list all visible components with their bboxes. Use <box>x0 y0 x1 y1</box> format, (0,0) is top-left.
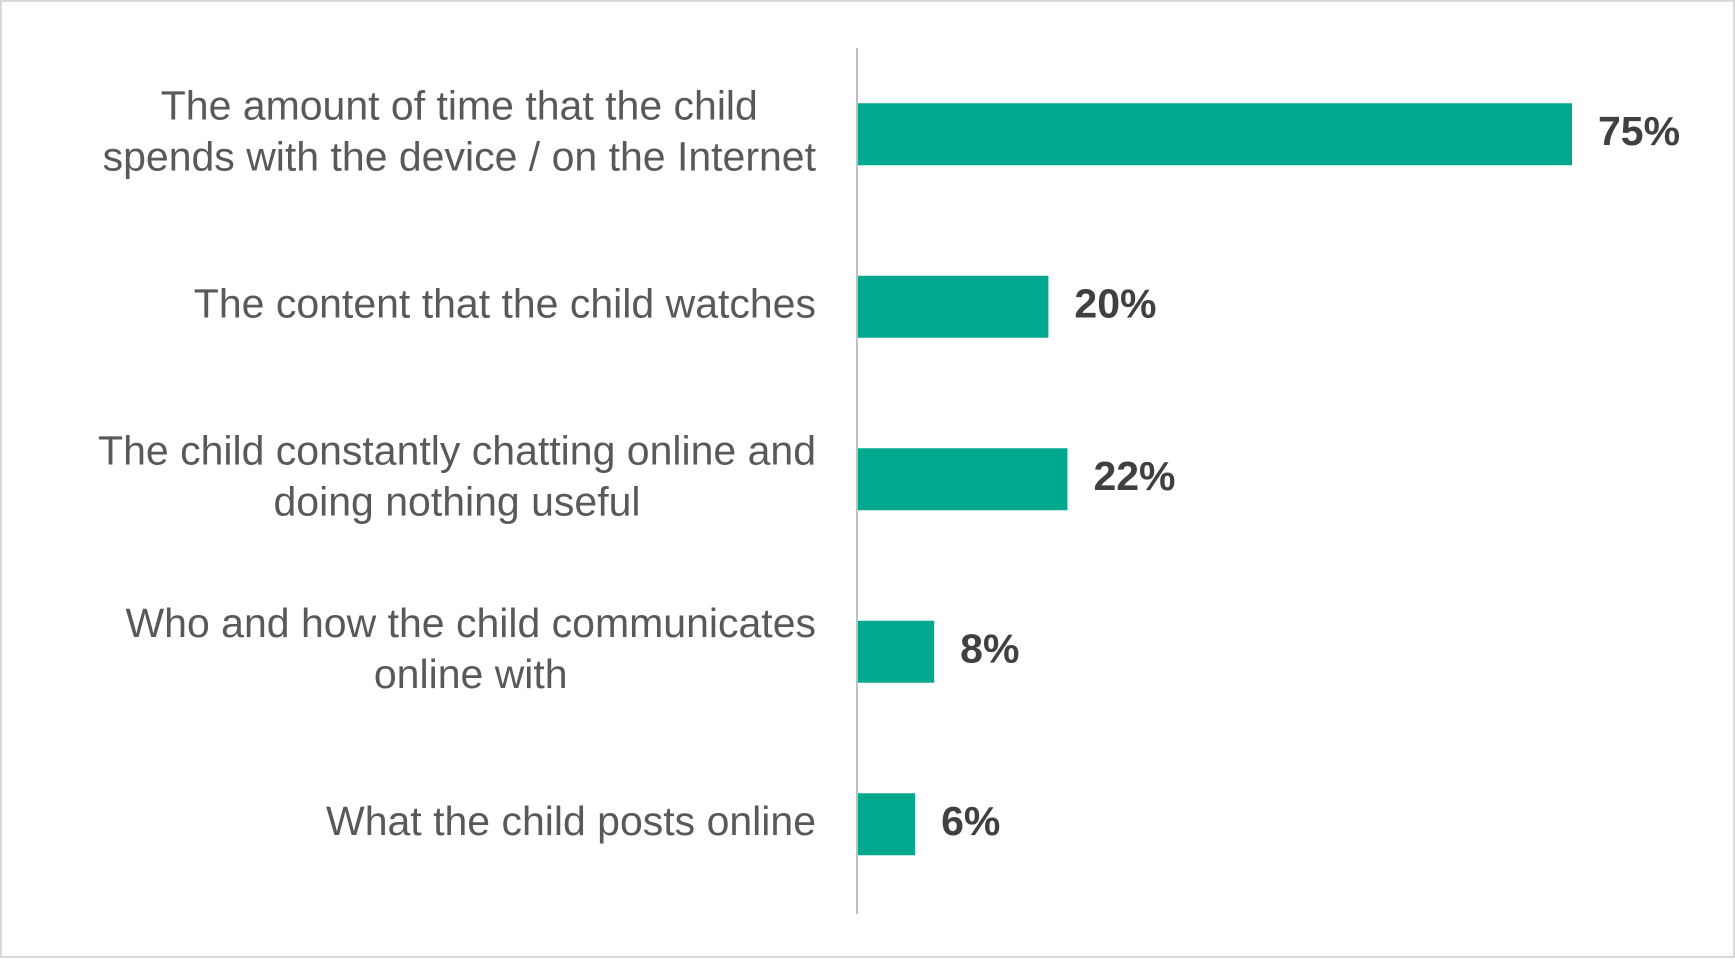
category-label-4-line-2: online with <box>374 651 568 697</box>
bar-4 <box>858 620 935 683</box>
value-label-4: 8% <box>960 626 1019 672</box>
bar-1 <box>858 103 1572 166</box>
category-label-1-line-1: The amount of time that the child <box>161 83 758 129</box>
category-label-3-line-2: doing nothing useful <box>274 479 641 525</box>
category-label-2: The content that the child watches <box>194 281 816 327</box>
value-label-5: 6% <box>941 798 1000 844</box>
category-label-5: What the child posts online <box>326 798 816 844</box>
bar-3 <box>858 448 1068 511</box>
bar-5 <box>858 793 916 856</box>
value-label-3: 22% <box>1093 453 1175 499</box>
category-label-4-line-1: Who and how the child communicates <box>125 600 816 646</box>
category-label-4: Who and how the child communicates online… <box>125 600 816 697</box>
category-label-2-line-1: The content that the child watches <box>194 281 816 327</box>
category-label-3-line-1: The child constantly chatting online and <box>98 428 816 474</box>
bar-2 <box>858 275 1049 338</box>
value-label-1: 75% <box>1598 108 1680 154</box>
category-label-1-line-2: spends with the device / on the Internet <box>103 134 817 180</box>
chart-marks: 75% The amount of time that the child spen… <box>98 83 1680 856</box>
category-label-3: The child constantly chatting online and… <box>98 428 816 525</box>
value-label-2: 20% <box>1074 281 1156 327</box>
category-label-5-line-1: What the child posts online <box>326 798 816 844</box>
category-label-1: The amount of time that the child spends … <box>103 83 817 180</box>
